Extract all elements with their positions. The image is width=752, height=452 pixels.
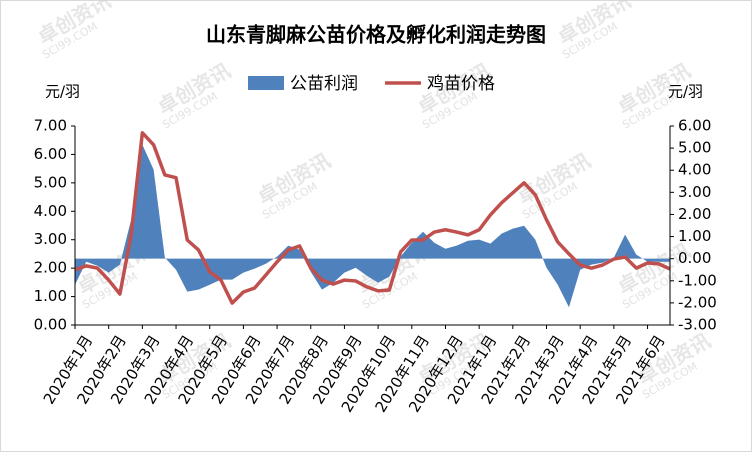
y2-tick-label: -2.00 bbox=[678, 293, 717, 311]
y2-axis-label: 元/羽 bbox=[668, 83, 703, 101]
y-tick-label: 4.00 bbox=[34, 202, 67, 220]
y2-tick-label: 3.00 bbox=[678, 183, 711, 201]
legend-swatch bbox=[248, 76, 284, 90]
y-axis-label: 元/羽 bbox=[45, 83, 80, 101]
y2-tick-label: 2.00 bbox=[678, 205, 711, 223]
y-tick-label: 2.00 bbox=[34, 259, 67, 277]
chart-title: 山东青脚麻公苗价格及孵化利润走势图 bbox=[206, 23, 546, 47]
legend-label: 鸡苗价格 bbox=[427, 74, 495, 94]
y-tick-label: 5.00 bbox=[34, 173, 67, 191]
legend-label: 公苗利润 bbox=[290, 74, 358, 94]
y2-tick-label: 4.00 bbox=[678, 161, 711, 179]
y2-tick-label: 1.00 bbox=[678, 227, 711, 245]
y2-tick-label: 5.00 bbox=[678, 139, 711, 157]
y-tick-label: 3.00 bbox=[34, 230, 67, 248]
y-tick-label: 0.00 bbox=[34, 316, 67, 334]
y2-tick-label: 6.00 bbox=[678, 117, 711, 135]
y-tick-label: 6.00 bbox=[34, 145, 67, 163]
y2-tick-label: -3.00 bbox=[678, 316, 717, 334]
area bbox=[75, 144, 670, 308]
y-tick-label: 7.00 bbox=[34, 117, 67, 135]
line bbox=[74, 131, 671, 305]
y2-tick-label: 0.00 bbox=[678, 249, 711, 267]
y-tick-label: 1.00 bbox=[34, 287, 67, 305]
y2-tick-label: -1.00 bbox=[678, 271, 717, 289]
